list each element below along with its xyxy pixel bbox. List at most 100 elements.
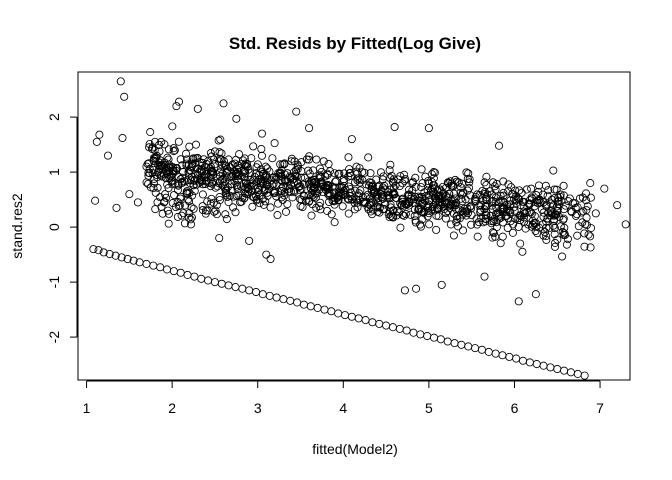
- data-point: [233, 185, 242, 194]
- data-point: [347, 312, 356, 321]
- data-point: [463, 186, 472, 195]
- data-point: [347, 194, 356, 204]
- data-point: [117, 253, 126, 262]
- data-point: [229, 192, 238, 201]
- data-point: [567, 208, 576, 217]
- data-point: [250, 181, 259, 190]
- data-point: [531, 198, 540, 207]
- data-point: [450, 339, 459, 348]
- plot-frame: [77, 71, 631, 381]
- data-point: [582, 220, 591, 230]
- data-point: [552, 185, 561, 194]
- data-point: [189, 154, 198, 163]
- data-point: [410, 195, 419, 204]
- data-point: [224, 198, 233, 207]
- data-point: [339, 181, 348, 191]
- data-point: [195, 158, 204, 167]
- data-point: [388, 323, 397, 332]
- data-point: [315, 185, 324, 194]
- data-point: [498, 204, 507, 213]
- data-point: [169, 267, 178, 276]
- data-point: [112, 203, 121, 212]
- data-point: [183, 270, 192, 279]
- data-point: [261, 197, 270, 206]
- data-point: [265, 291, 274, 300]
- data-point: [522, 185, 531, 194]
- data-point: [292, 107, 301, 116]
- data-point: [248, 202, 257, 211]
- data-point: [408, 177, 417, 186]
- data-point: [344, 153, 353, 162]
- data-point: [280, 191, 289, 200]
- data-point: [573, 369, 582, 378]
- data-point: [361, 316, 370, 325]
- data-point: [240, 172, 249, 181]
- data-point: [436, 335, 445, 344]
- data-point: [391, 181, 400, 190]
- data-point: [450, 189, 459, 198]
- data-point: [400, 211, 409, 220]
- data-point: [156, 263, 165, 272]
- data-point: [275, 168, 284, 177]
- data-point: [586, 193, 595, 202]
- data-point: [321, 172, 330, 181]
- data-point: [219, 175, 228, 184]
- data-point: [221, 210, 230, 219]
- data-point: [553, 364, 562, 374]
- data-point: [312, 155, 321, 164]
- data-point: [361, 192, 370, 201]
- data-point: [329, 193, 338, 202]
- data-point: [231, 208, 240, 217]
- data-point: [155, 162, 164, 171]
- data-point: [499, 188, 508, 197]
- x-axis: 1 2 3 4 5 6 7: [83, 380, 604, 416]
- data-point: [409, 328, 418, 337]
- data-point: [528, 216, 537, 225]
- data-point: [209, 155, 218, 164]
- data-point: [562, 240, 571, 249]
- data-point: [527, 184, 536, 193]
- data-point: [118, 133, 127, 143]
- data-point: [296, 195, 305, 204]
- data-point: [443, 206, 452, 216]
- data-point: [176, 155, 185, 164]
- data-point: [283, 200, 292, 209]
- data-point: [165, 173, 174, 182]
- data-point: [257, 144, 266, 154]
- data-point: [458, 226, 468, 235]
- data-point: [280, 159, 289, 168]
- data-point: [308, 182, 317, 191]
- data-point: [586, 232, 595, 241]
- data-point: [430, 193, 439, 202]
- data-point: [600, 184, 609, 193]
- data-point: [580, 242, 589, 251]
- data-point: [487, 197, 496, 206]
- data-point: [145, 143, 154, 152]
- data-point: [498, 232, 507, 241]
- data-point: [466, 201, 475, 210]
- data-point: [280, 188, 289, 197]
- data-point: [244, 185, 253, 194]
- data-point: [346, 168, 355, 177]
- data-point: [399, 201, 409, 210]
- data-point: [276, 160, 285, 169]
- data-point: [273, 211, 282, 220]
- y-tick-label: 1: [46, 168, 62, 176]
- data-point: [268, 180, 277, 189]
- data-point: [352, 195, 361, 204]
- data-point: [464, 342, 473, 351]
- data-point: [94, 246, 103, 255]
- data-point: [457, 340, 466, 349]
- data-point: [446, 220, 455, 229]
- data-point: [453, 222, 462, 231]
- data-point: [344, 209, 353, 218]
- data-point: [386, 211, 395, 220]
- data-point: [386, 200, 395, 209]
- data-point: [327, 307, 336, 316]
- data-point: [174, 97, 184, 106]
- data-point: [389, 175, 398, 184]
- data-point: [457, 179, 466, 188]
- data-point: [556, 192, 565, 201]
- data-point: [263, 191, 272, 200]
- data-point: [548, 209, 557, 218]
